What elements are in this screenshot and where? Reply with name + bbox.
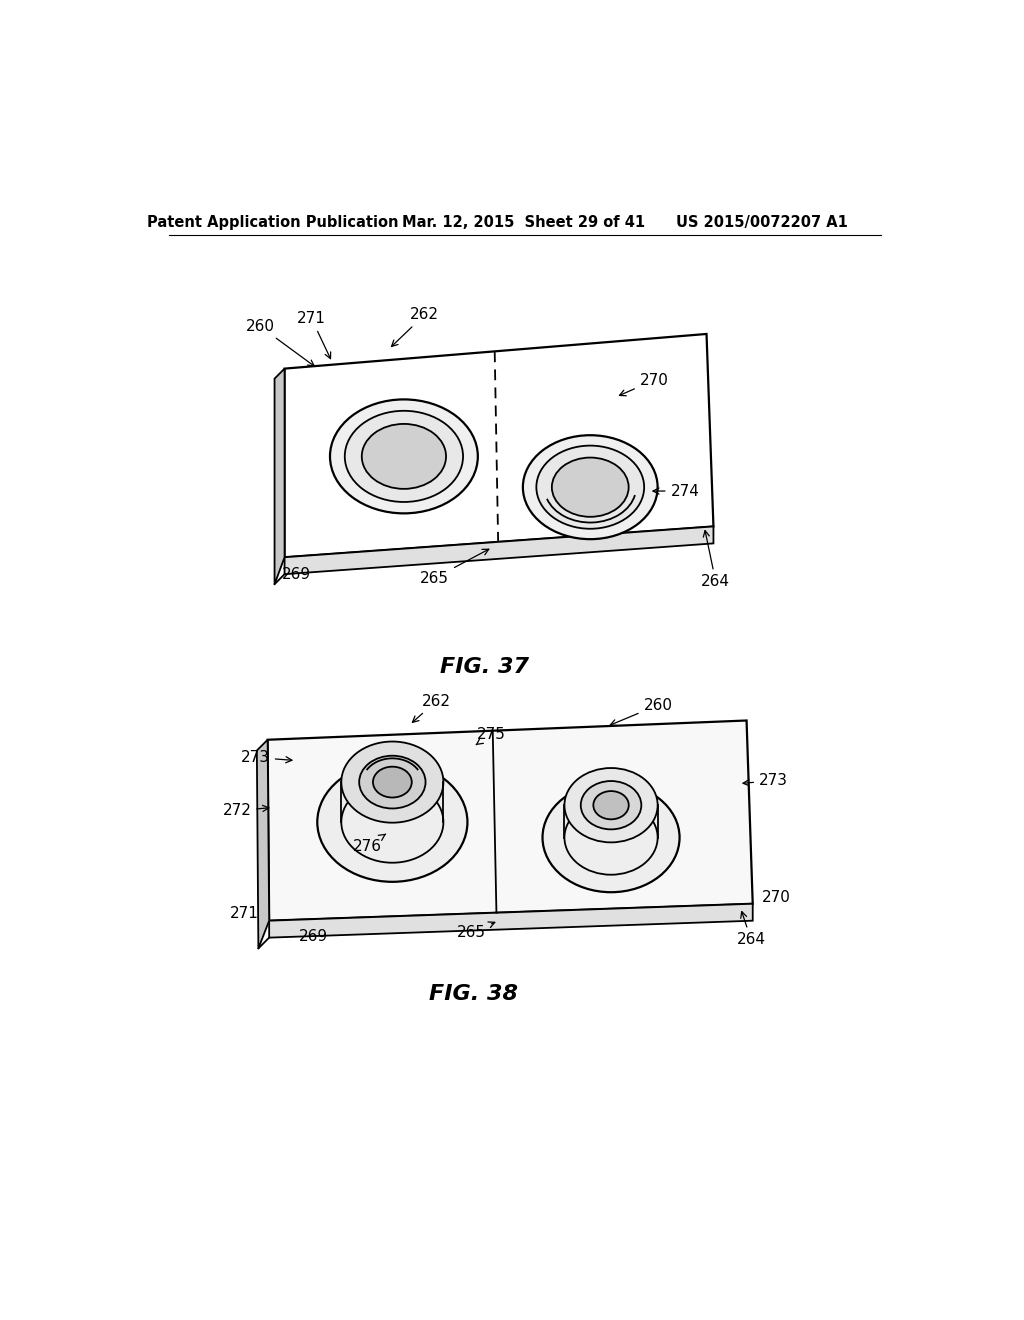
Text: 269: 269 — [282, 566, 310, 582]
Ellipse shape — [341, 742, 443, 822]
Text: FIG. 37: FIG. 37 — [440, 656, 529, 677]
Ellipse shape — [543, 783, 680, 892]
Ellipse shape — [373, 767, 412, 797]
Text: 269: 269 — [299, 928, 329, 944]
Text: 260: 260 — [246, 318, 314, 366]
Text: 262: 262 — [413, 694, 451, 722]
Polygon shape — [285, 334, 714, 557]
Text: 262: 262 — [391, 308, 439, 346]
Ellipse shape — [537, 446, 644, 529]
Ellipse shape — [317, 763, 467, 882]
Text: 271: 271 — [297, 312, 331, 359]
Ellipse shape — [523, 436, 657, 539]
Ellipse shape — [552, 458, 629, 517]
Text: 272: 272 — [222, 803, 269, 818]
Text: 275: 275 — [476, 727, 506, 744]
Text: 276: 276 — [353, 834, 386, 854]
Text: Patent Application Publication: Patent Application Publication — [147, 215, 398, 230]
Text: 265: 265 — [457, 921, 495, 940]
Ellipse shape — [359, 756, 426, 808]
Polygon shape — [285, 527, 714, 574]
Text: 264: 264 — [736, 912, 766, 948]
Ellipse shape — [345, 411, 463, 502]
Text: 271: 271 — [230, 906, 259, 920]
Text: 274: 274 — [653, 483, 699, 499]
Text: 260: 260 — [610, 697, 673, 726]
Text: US 2015/0072207 A1: US 2015/0072207 A1 — [676, 215, 848, 230]
Text: 270: 270 — [762, 890, 791, 906]
Text: Mar. 12, 2015  Sheet 29 of 41: Mar. 12, 2015 Sheet 29 of 41 — [401, 215, 645, 230]
Ellipse shape — [593, 791, 629, 820]
Polygon shape — [274, 368, 285, 585]
Text: 264: 264 — [701, 531, 730, 590]
Text: FIG. 38: FIG. 38 — [429, 983, 518, 1003]
Polygon shape — [267, 721, 753, 921]
Text: 265: 265 — [420, 549, 488, 586]
Ellipse shape — [564, 768, 657, 842]
Text: 273: 273 — [241, 750, 292, 766]
Ellipse shape — [330, 400, 478, 513]
Text: 270: 270 — [620, 372, 669, 396]
Ellipse shape — [581, 781, 641, 829]
Polygon shape — [269, 904, 753, 937]
Ellipse shape — [361, 424, 446, 488]
Text: 273: 273 — [743, 774, 788, 788]
Polygon shape — [257, 739, 269, 949]
